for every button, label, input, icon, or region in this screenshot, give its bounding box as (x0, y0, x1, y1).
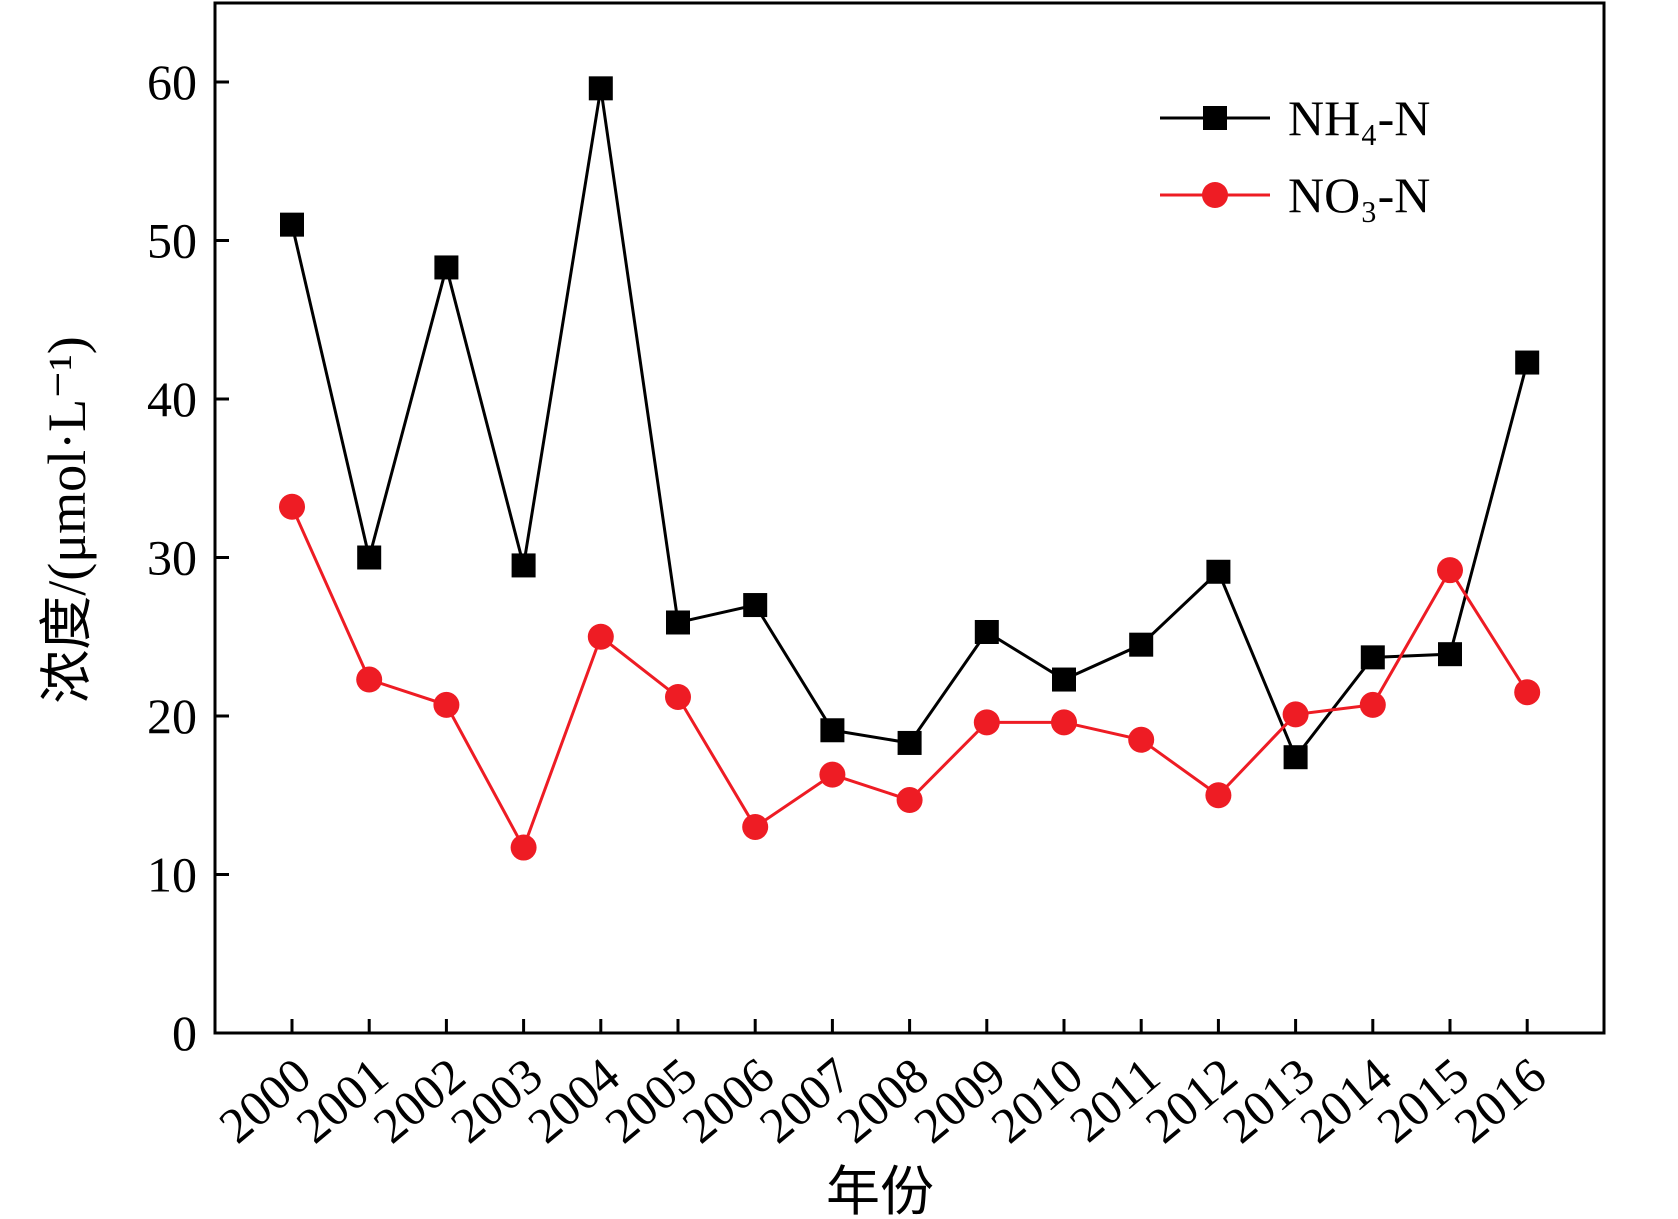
data-point (743, 593, 768, 618)
x-tick-label: 2016 (1444, 1047, 1557, 1154)
data-point (1052, 667, 1076, 692)
data-point (896, 787, 923, 814)
legend: NH₄-N NO₃-N (1160, 90, 1430, 223)
data-point (1514, 679, 1541, 706)
data-point (279, 493, 305, 520)
data-point (357, 545, 382, 570)
data-point (356, 666, 383, 693)
y-tick-label: 50 (147, 213, 197, 269)
data-point (588, 76, 613, 101)
legend-label: NH₄-N (1288, 90, 1430, 146)
data-point (1128, 726, 1155, 753)
data-point (665, 683, 691, 710)
x-axis: 2000200120022003200420052006200720082009… (208, 1019, 1556, 1154)
series-layer (279, 76, 1541, 861)
y-tick-label: 60 (147, 54, 197, 110)
series-2 (279, 493, 1541, 861)
data-point (1051, 709, 1077, 736)
data-point (433, 691, 460, 718)
data-point (974, 619, 999, 644)
data-point (280, 212, 304, 237)
data-point (666, 610, 690, 635)
data-point (1206, 559, 1231, 584)
y-axis: 0 10 20 30 40 50 60 (147, 54, 229, 1061)
legend-marker (1203, 106, 1227, 130)
data-point (973, 709, 1000, 736)
data-point (742, 813, 769, 840)
legend-label: NO₃-N (1288, 167, 1430, 223)
data-point (1129, 632, 1154, 657)
data-point (1282, 701, 1309, 728)
data-point (1359, 691, 1386, 718)
data-point (1283, 745, 1308, 770)
data-point (1437, 557, 1463, 584)
data-point (510, 834, 537, 861)
y-tick-label: 10 (147, 847, 197, 903)
y-tick-label: 20 (147, 688, 197, 744)
x-axis-title: 年份 (826, 1162, 934, 1219)
data-point (820, 718, 845, 743)
legend-item: NH₄-N (1160, 90, 1430, 146)
series-1 (280, 76, 1540, 770)
data-point (1515, 350, 1540, 375)
data-point (819, 761, 846, 788)
data-point (511, 553, 536, 578)
y-tick-label: 40 (147, 371, 197, 427)
legend-marker (1202, 182, 1228, 208)
data-point (434, 255, 459, 280)
data-point (897, 730, 922, 755)
y-axis-title: 浓度/(μmol·L⁻¹) (37, 336, 97, 704)
data-point (587, 623, 614, 650)
plot-frame (213, 1, 1606, 1035)
legend-item: NO₃-N (1160, 167, 1430, 223)
data-point (1438, 642, 1462, 667)
plot-area (213, 1, 1606, 1035)
y-tick-label: 30 (147, 530, 197, 586)
data-point (1205, 782, 1232, 809)
y-tick-label: 0 (172, 1005, 197, 1061)
data-point (1360, 645, 1385, 670)
